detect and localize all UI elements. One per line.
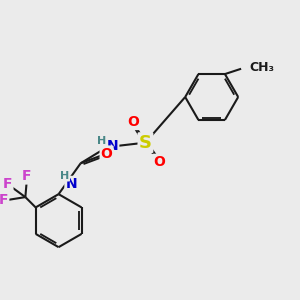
- Text: F: F: [0, 193, 8, 207]
- Text: O: O: [127, 115, 139, 129]
- Text: CH₃: CH₃: [249, 61, 274, 74]
- Text: S: S: [139, 134, 152, 152]
- Text: F: F: [22, 169, 32, 184]
- Text: H: H: [60, 171, 69, 181]
- Text: N: N: [65, 177, 77, 191]
- Text: O: O: [100, 146, 112, 161]
- Text: H: H: [97, 136, 106, 146]
- Text: F: F: [3, 177, 12, 190]
- Text: O: O: [153, 155, 165, 169]
- Text: N: N: [107, 139, 118, 153]
